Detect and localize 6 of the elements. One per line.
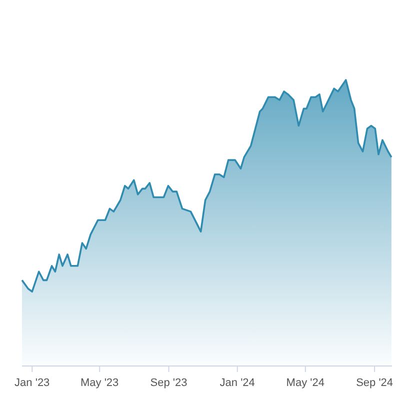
x-tick-label: Jan '24 <box>220 377 255 389</box>
x-tick-label: Sep '24 <box>356 377 394 389</box>
x-tick-label: Sep '23 <box>150 377 188 389</box>
x-tick-label: May '23 <box>80 377 119 389</box>
x-tick-label: Jan '23 <box>14 377 50 389</box>
x-tick-label: May '24 <box>286 377 324 389</box>
